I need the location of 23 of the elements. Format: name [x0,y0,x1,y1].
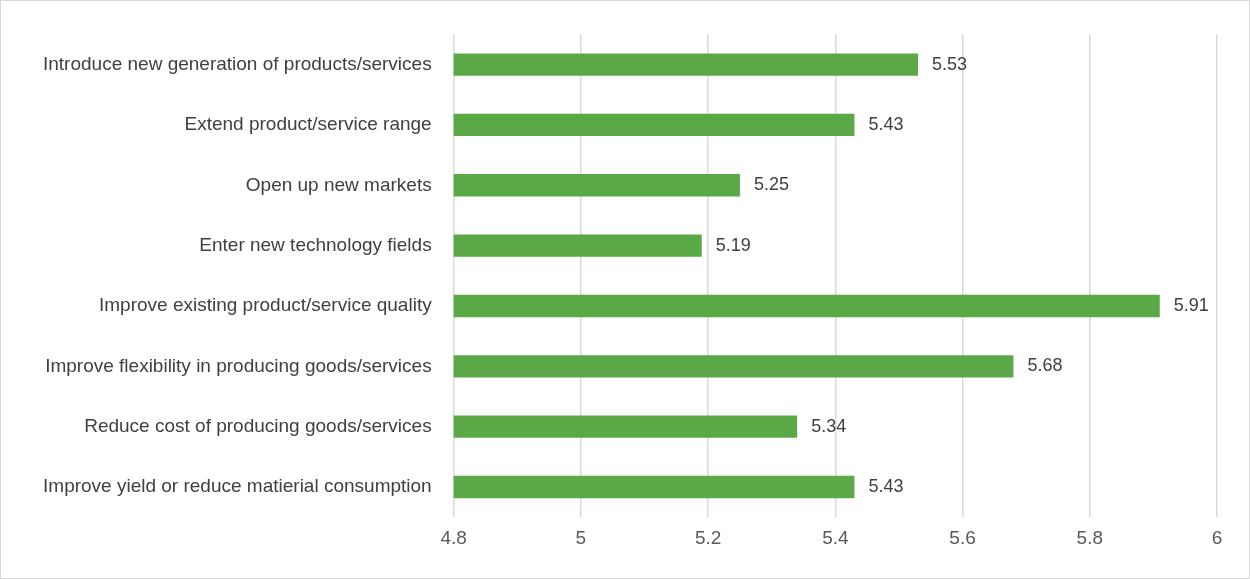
y-tick-label: Introduce new generation of products/services [42,52,432,74]
y-tick-label: Extend product/service range [184,113,432,135]
x-tick-label: 6 [1211,526,1223,548]
data-label: 5.68 [1027,355,1063,376]
x-tick-label: 5.8 [1076,526,1103,548]
data-label: 5.25 [753,174,789,195]
y-tick-label: Reduce cost of producing goods/services [84,414,432,436]
y-tick-label: Improve existing product/service quality [99,294,433,316]
data-label: 5.43 [868,113,904,134]
data-label: 5.91 [1173,294,1209,315]
x-tick-label: 5.4 [822,526,849,548]
data-label: 5.53 [932,53,968,74]
x-tick-label: 5.2 [694,526,722,548]
y-tick-label: Enter new technology fields [199,233,432,255]
data-label: 5.34 [811,415,847,436]
data-label: 5.43 [868,475,904,496]
x-tick-label: 5 [575,526,587,548]
y-tick-label: Improve flexibility in producing goods/services [45,354,432,376]
x-tick-label: 4.8 [440,526,467,548]
data-label: 5.19 [715,234,751,255]
y-tick-label: Open up new markets [245,173,432,195]
y-tick-label: Improve yield or reduce matierial consumption [43,475,432,497]
x-tick-label: 5.6 [949,526,976,548]
